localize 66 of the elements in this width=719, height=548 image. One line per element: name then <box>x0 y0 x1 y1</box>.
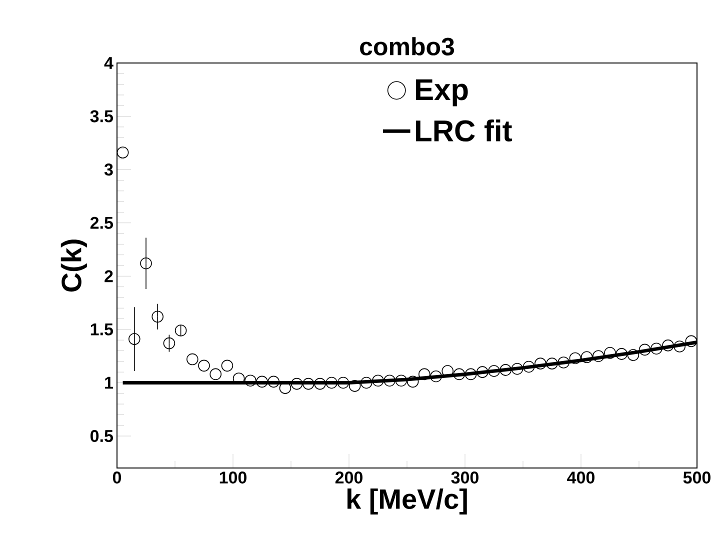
y-tick-label: 3.5 <box>90 110 113 122</box>
point <box>685 335 698 348</box>
point <box>395 374 408 387</box>
point <box>604 346 616 359</box>
point <box>558 356 570 368</box>
point <box>464 368 477 380</box>
point <box>302 378 314 390</box>
point <box>290 378 303 390</box>
point <box>569 352 582 364</box>
point <box>174 324 187 336</box>
point <box>268 376 280 388</box>
point <box>314 378 326 390</box>
point <box>198 360 210 372</box>
y-tick-label: 0.5 <box>90 430 113 442</box>
point <box>348 380 361 392</box>
point <box>534 358 546 370</box>
y-tick-label: 1 <box>105 376 113 389</box>
point <box>337 376 350 389</box>
point <box>256 376 268 388</box>
point <box>592 350 604 362</box>
point <box>128 333 140 345</box>
point <box>627 349 640 361</box>
x-tick-label: 500 <box>683 472 710 484</box>
point <box>662 340 674 352</box>
point <box>384 374 396 387</box>
point <box>140 257 152 270</box>
point <box>580 351 593 364</box>
y-tick-label: 4 <box>104 57 114 69</box>
point <box>210 368 222 380</box>
y-tick-label: 3 <box>104 164 113 176</box>
point <box>511 362 524 375</box>
legend-label: Exp <box>416 79 468 106</box>
x-tick-label: 400 <box>567 472 594 484</box>
x-axis-title: k [MeV/c] <box>348 488 467 515</box>
point <box>221 360 234 372</box>
y-tick-label: 2.5 <box>90 216 113 229</box>
point <box>430 370 442 382</box>
point <box>488 365 500 377</box>
point <box>500 364 512 376</box>
point <box>418 368 430 380</box>
y-tick-label: 2 <box>104 270 113 282</box>
point <box>360 376 372 389</box>
x-tick-label: 200 <box>335 472 362 484</box>
y-tick-label: 1.5 <box>90 324 113 336</box>
point <box>152 310 164 323</box>
legend-label: LRC fit <box>416 119 512 142</box>
y-axis-title: C(k) <box>60 240 87 292</box>
point <box>650 342 662 355</box>
point <box>476 366 488 378</box>
point <box>116 146 129 158</box>
point <box>163 337 176 350</box>
point <box>616 348 628 360</box>
point <box>674 340 686 352</box>
point <box>522 360 535 373</box>
point <box>372 374 384 387</box>
point <box>453 368 466 380</box>
x-tick-label: 0 <box>112 472 122 484</box>
x-tick-label: 100 <box>220 472 246 484</box>
chart-title: combo3 <box>360 37 454 56</box>
point <box>638 344 651 356</box>
point <box>244 374 256 387</box>
point <box>406 376 419 388</box>
x-tick-label: 300 <box>451 472 478 484</box>
point <box>186 353 198 366</box>
point <box>326 376 338 389</box>
point <box>546 358 558 370</box>
